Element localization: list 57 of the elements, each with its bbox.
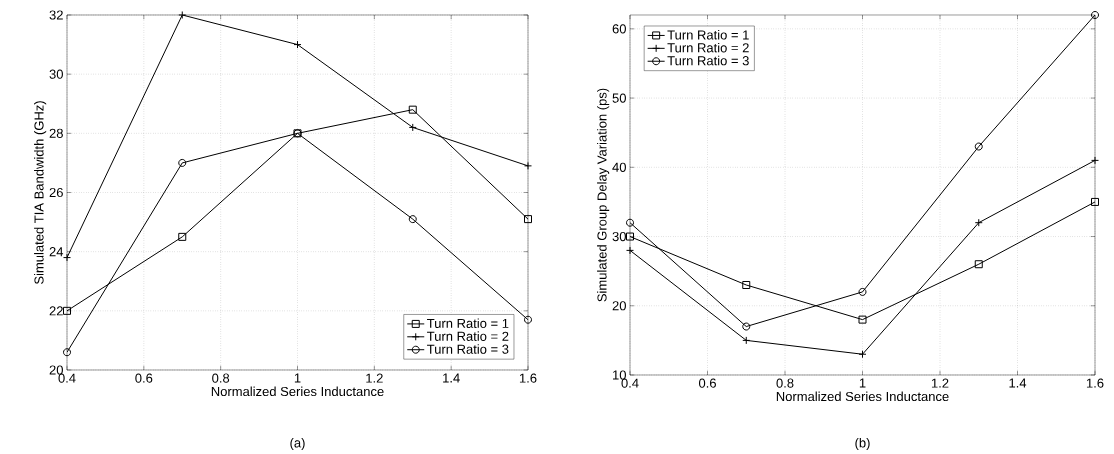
x-tick-label: 0.6 [698, 378, 716, 388]
point [626, 218, 635, 227]
point [178, 232, 187, 241]
legend-label: Turn Ratio = 3 [667, 55, 749, 66]
text: (b) [855, 437, 870, 451]
point [63, 306, 71, 315]
x-tick-label: 1.2 [931, 378, 949, 388]
y-tick-label: 20 [49, 365, 63, 375]
point [63, 348, 71, 357]
x-axis-title: Normalized Series Inductance [211, 386, 384, 397]
y-tick-label: 30 [612, 231, 626, 242]
legend-label: Turn Ratio = 1 [667, 29, 749, 40]
point [742, 322, 751, 331]
x-tick-label: 1.2 [366, 373, 383, 383]
y-axis-title: Simulated Group Delay Variation (ps) [597, 88, 610, 302]
y-tick-label: 26 [49, 187, 63, 198]
x-tick-label: 0.4 [58, 373, 76, 383]
y-tick-label: 22 [49, 306, 63, 316]
point [858, 315, 867, 324]
x-tick-label: 1 [294, 373, 301, 383]
y-tick-label: 40 [612, 162, 626, 172]
point [858, 287, 867, 296]
x-tick-label: 1.6 [519, 373, 537, 383]
text: (a) [290, 437, 305, 451]
y-tick-label: 10 [613, 370, 626, 380]
y-tick-label: 60 [612, 24, 626, 34]
y-tick-label: 30 [49, 69, 63, 79]
point [974, 260, 983, 269]
y-tick-label: 28 [49, 128, 63, 138]
y-axis-title: Simulated TIA Bandwidth (GHz) [34, 101, 47, 285]
point [974, 142, 983, 151]
x-tick-label: 1.6 [1086, 378, 1104, 388]
x-tick-label: 1.4 [443, 373, 460, 383]
point [742, 281, 751, 289]
x-tick-label: 0.4 [621, 378, 639, 388]
legend-label: Turn Ratio = 1 [427, 318, 509, 328]
point [524, 215, 533, 224]
legend-label: Turn Ratio = 2 [667, 42, 749, 53]
x-tick-label: 0.6 [135, 373, 153, 383]
y-tick-label: 50 [612, 93, 626, 103]
y-tick-label: 20 [612, 301, 626, 311]
point [626, 232, 635, 241]
point [408, 215, 417, 224]
x-tick-label: 1.4 [1009, 378, 1027, 388]
x-axis-title: Normalized Series Inductance [776, 391, 949, 402]
legend-label: Turn Ratio = 3 [427, 344, 509, 354]
x-tick-label: 1 [859, 378, 866, 388]
point [1091, 197, 1100, 206]
y-tick-label: 32 [49, 10, 63, 20]
point [1091, 11, 1100, 19]
point [178, 158, 187, 167]
point [408, 105, 417, 114]
legend-label: Turn Ratio = 2 [427, 331, 509, 341]
x-tick-label: 0.8 [776, 378, 794, 388]
point [524, 315, 533, 324]
y-tick-label: 24 [49, 247, 64, 257]
x-tick-label: 0.8 [212, 373, 230, 383]
